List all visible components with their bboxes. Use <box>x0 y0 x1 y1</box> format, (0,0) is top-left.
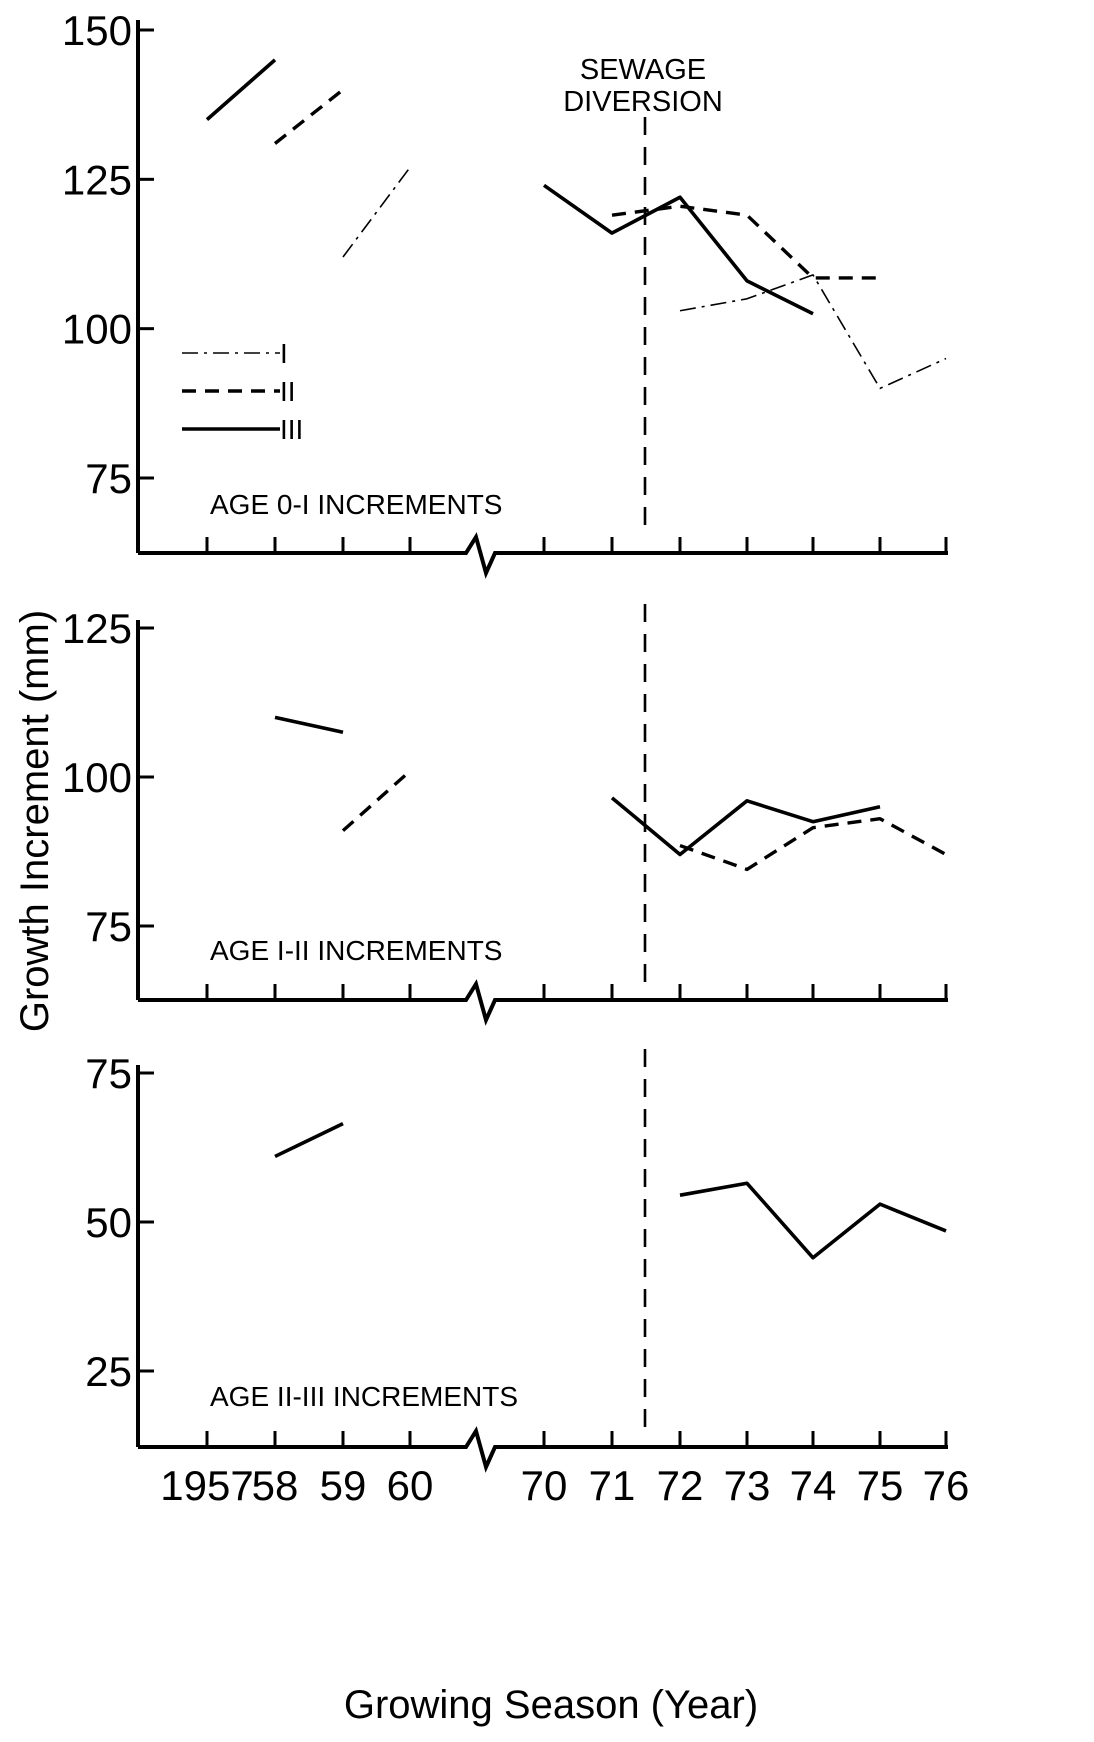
x-tick-label: 72 <box>657 1462 704 1509</box>
y-tick-label: 150 <box>62 7 132 54</box>
series-line-ii <box>679 817 947 872</box>
y-tick-label: 75 <box>85 1050 132 1097</box>
series-line-ii <box>273 88 345 145</box>
panel-age-1-2: 75 100 125 <box>62 604 948 1026</box>
series-line-iii <box>542 183 814 316</box>
y-tick-label: 75 <box>85 455 132 502</box>
y-tick-label: 100 <box>62 754 132 801</box>
x-tick-label: 58 <box>252 1462 299 1509</box>
event-label-line1: SEWAGE <box>580 54 706 86</box>
series-line-iii <box>205 58 277 121</box>
panel-title-age-2-3: AGE II-III INCREMENTS <box>210 1381 518 1412</box>
series-line-iii <box>274 715 344 735</box>
x-tick-label: 76 <box>923 1462 970 1509</box>
series-line-iii <box>610 796 881 857</box>
legend-label: III <box>280 414 303 445</box>
event-label-line2: DIVERSION <box>563 86 723 118</box>
y-tick-label: 75 <box>85 903 132 950</box>
y-tick-label: 50 <box>85 1199 132 1246</box>
x-tick-label: 70 <box>521 1462 568 1509</box>
series-line-ii <box>341 769 412 832</box>
series-line-i <box>679 274 947 390</box>
x-axis-label: Growing Season (Year) <box>344 1683 758 1727</box>
panel-age-0-1: 75 100 125 150 <box>62 7 948 579</box>
y-tick-label: 125 <box>62 605 132 652</box>
x-tick-label: 73 <box>724 1462 771 1509</box>
panel-title-age-1-2: AGE I-II INCREMENTS <box>210 935 502 966</box>
series-line-iii <box>679 1181 947 1260</box>
y-axis-label: Growth Increment (mm) <box>13 610 57 1032</box>
series-line-ii <box>611 204 880 280</box>
y-tick-label: 125 <box>62 156 132 203</box>
series-line-i <box>342 166 411 258</box>
y-tick-label: 25 <box>85 1348 132 1395</box>
legend-label: I <box>280 338 288 369</box>
panel-title-age-0-1: AGE 0-I INCREMENTS <box>210 489 502 520</box>
x-tick-label: 1957 <box>160 1462 253 1509</box>
series-line-iii <box>274 1122 344 1159</box>
y-tick-label: 100 <box>62 306 132 353</box>
x-tick-label: 71 <box>589 1462 636 1509</box>
panel-age-2-3: 25 50 75 <box>85 1049 948 1473</box>
legend-label: II <box>280 376 296 407</box>
x-tick-label: 74 <box>790 1462 837 1509</box>
x-tick-label: 60 <box>387 1462 434 1509</box>
x-tick-label: 59 <box>320 1462 367 1509</box>
x-tick-label: 75 <box>857 1462 904 1509</box>
